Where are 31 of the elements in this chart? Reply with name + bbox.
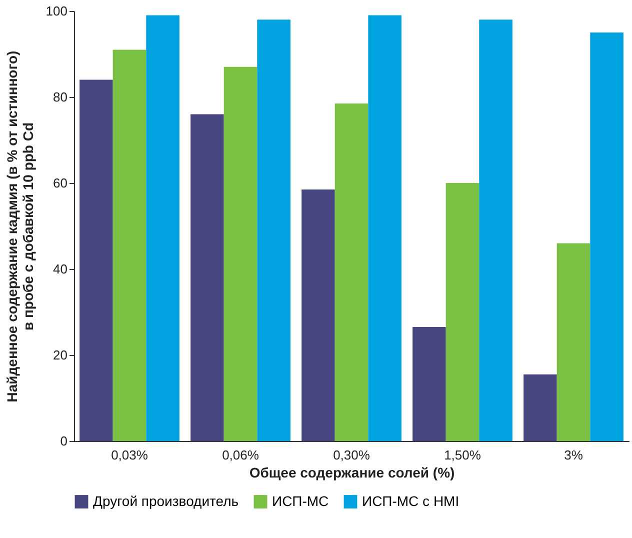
bar [146,15,180,441]
bar [80,80,113,441]
bar [524,374,557,441]
bar [368,15,402,441]
y-tick-label: 40 [53,262,68,276]
bar [590,32,624,441]
bar [257,20,290,441]
bar [446,183,480,441]
bar [190,114,224,441]
bar [556,243,590,441]
bar [479,20,512,441]
bar [412,327,446,441]
y-tick-label: 20 [53,348,68,362]
y-tick-label: 100 [46,4,68,18]
legend-label: ИСП-МС с HMI [362,492,460,509]
x-tick-label: 3% [564,448,584,462]
x-tick-label: 0,06% [222,448,260,462]
legend-label: ИСП-МС [272,492,329,509]
y-tick-label: 60 [53,176,68,190]
x-axis-title: Общее содержание солей (%) [249,464,455,480]
bar [334,103,368,441]
bar [224,66,258,441]
x-tick-label: 1,50% [444,448,482,462]
x-tick-label: 0,30% [333,448,370,462]
y-tick-label: 0 [60,434,68,448]
bar [302,189,335,441]
legend-label: Другой производитель [93,492,239,509]
x-tick-label: 0,03% [111,448,148,462]
bar [112,50,146,441]
y-tick-label: 80 [53,90,68,104]
y-axis-title: Найденное содержание кадмия (в % от истинного) в пробе с добавкой 10 ppb Cd [4,50,36,402]
